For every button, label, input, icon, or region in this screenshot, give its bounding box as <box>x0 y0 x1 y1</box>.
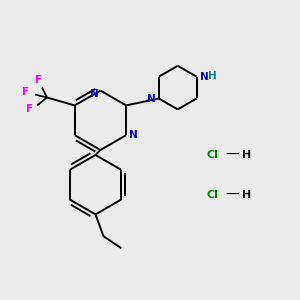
Text: N: N <box>90 88 98 99</box>
Text: —: — <box>225 188 239 202</box>
Text: H: H <box>242 150 252 160</box>
Text: —: — <box>225 148 239 162</box>
Text: N: N <box>147 94 156 104</box>
Text: F: F <box>35 75 43 85</box>
Text: H: H <box>242 190 252 200</box>
Text: Cl: Cl <box>206 190 218 200</box>
Text: N: N <box>129 130 138 140</box>
Text: N: N <box>200 72 208 82</box>
Text: H: H <box>208 71 217 81</box>
Text: F: F <box>22 86 29 97</box>
Text: F: F <box>26 104 33 114</box>
Text: Cl: Cl <box>206 150 218 160</box>
